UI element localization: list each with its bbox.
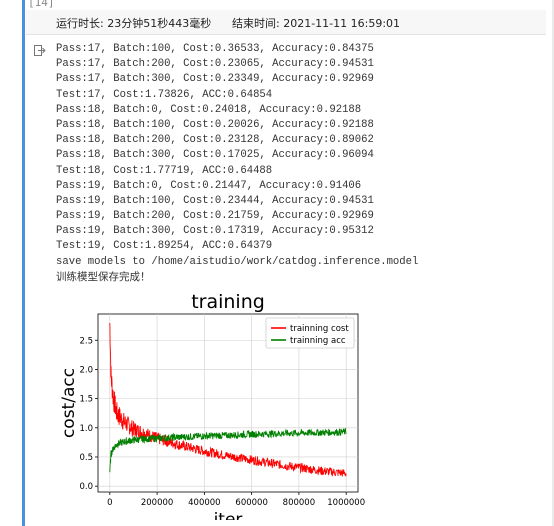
log-line: Pass:18, Batch:200, Cost:0.23128, Accura… [56, 134, 374, 147]
log-line: Pass:17, Batch:300, Cost:0.23349, Accura… [56, 73, 374, 86]
y-tick-label: 0.0 [79, 482, 93, 492]
log-line: Pass:17, Batch:200, Cost:0.23065, Accura… [56, 58, 374, 71]
log-line: Test:17, Cost:1.73826, ACC:0.64854 [56, 88, 273, 101]
legend-label: trainning cost [290, 324, 349, 334]
x-tick-label: 1000000 [327, 498, 365, 508]
chart-title: training [191, 291, 265, 313]
log-line: Pass:18, Batch:0, Cost:0.24018, Accuracy… [56, 103, 362, 116]
cell-selection-border [22, 0, 25, 526]
log-line: Pass:18, Batch:300, Cost:0.17025, Accura… [56, 149, 374, 162]
execution-runtime: 运行时长: 23分钟51秒443毫秒 [56, 17, 212, 30]
x-axis-label: iter [214, 510, 243, 520]
series-line-trainning-cost [109, 322, 347, 477]
log-line: Pass:19, Batch:200, Cost:0.21759, Accura… [56, 210, 374, 223]
y-tick-label: 1.0 [79, 424, 93, 434]
log-line: save models to /home/aistudio/work/catdo… [56, 255, 419, 268]
log-line: 训练模型保存完成！ [56, 270, 151, 283]
execution-info-bar: 运行时长: 23分钟51秒443毫秒 结束时间: 2021-11-11 16:5… [26, 10, 546, 35]
y-tick-label: 2.5 [79, 336, 93, 346]
log-line: Pass:19, Batch:300, Cost:0.17319, Accura… [56, 225, 374, 238]
log-line: Pass:18, Batch:100, Cost:0.20026, Accura… [56, 118, 374, 131]
cell-execution-count: [14] [28, 0, 55, 9]
x-tick-label: 0 [107, 498, 112, 508]
log-line: Pass:19, Batch:0, Cost:0.21447, Accuracy… [56, 179, 362, 192]
training-chart: 0 200000 400000 600000 800000 1000000 0.0 0.5 1.… [59, 291, 365, 520]
training-log-output: Pass:17, Batch:100, Cost:0.36533, Accura… [56, 42, 526, 285]
x-tick-label: 200000 [141, 498, 173, 508]
log-line: Pass:19, Batch:100, Cost:0.23444, Accura… [56, 194, 374, 207]
execution-end-time: 结束时间: 2021-11-11 16:59:01 [232, 17, 401, 30]
x-tick-label: 400000 [188, 498, 220, 508]
legend-label: trainning acc [290, 336, 346, 346]
scrollbar-track[interactable] [552, 0, 554, 526]
series-line-trainning-acc [109, 427, 347, 473]
log-line: Pass:17, Batch:100, Cost:0.36533, Accura… [56, 43, 374, 55]
y-axis-label: cost/acc [59, 368, 79, 438]
y-tick-label: 0.5 [79, 453, 93, 463]
log-line: Test:18, Cost:1.77719, ACC:0.64488 [56, 164, 273, 177]
y-tick-label: 2.0 [79, 365, 93, 375]
x-tick-label: 800000 [283, 498, 315, 508]
y-tick-label: 1.5 [79, 395, 93, 405]
x-tick-label: 600000 [235, 498, 267, 508]
output-arrow-icon[interactable] [34, 45, 46, 57]
log-line: Test:19, Cost:1.89254, ACC:0.64379 [56, 240, 273, 253]
legend-box [265, 317, 355, 349]
